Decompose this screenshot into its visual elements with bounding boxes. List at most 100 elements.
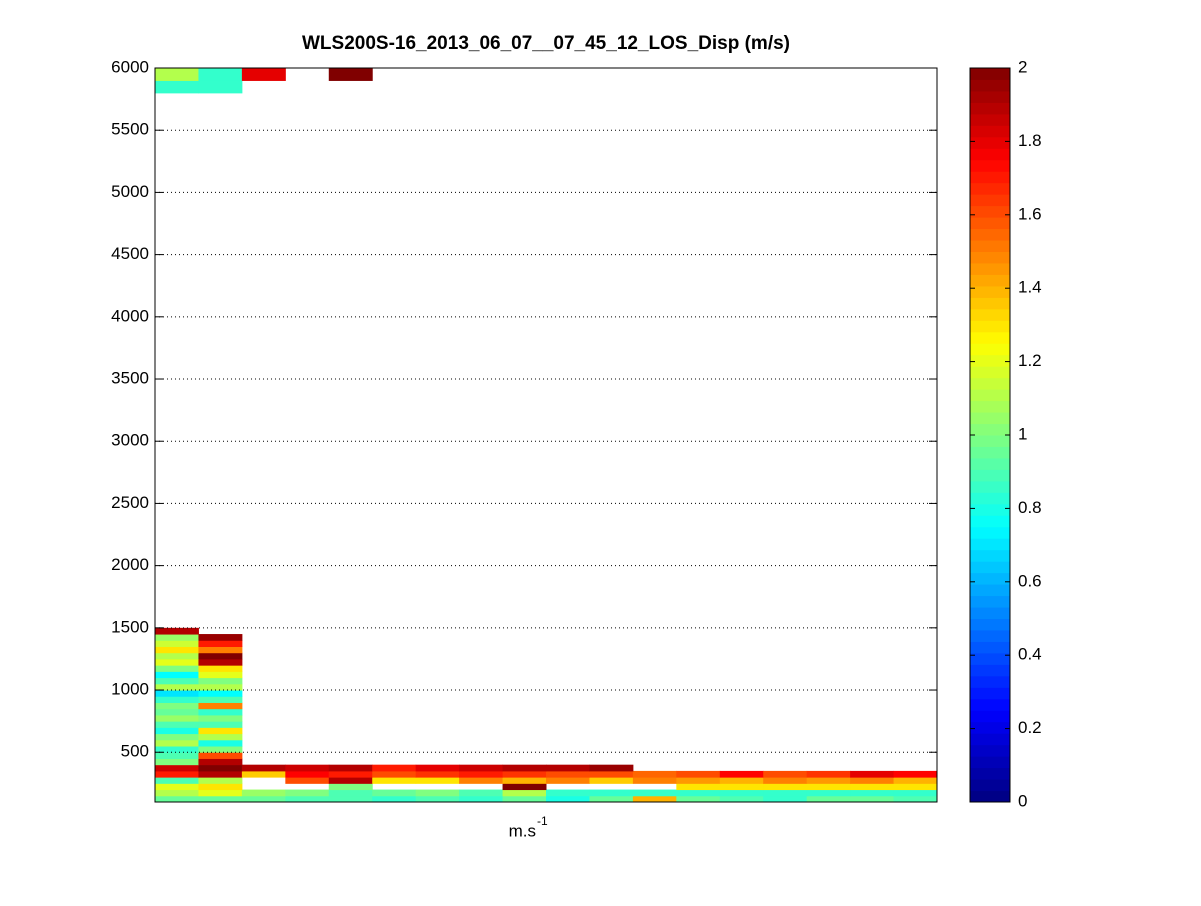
colorbar-swatch [970,217,1010,230]
cell [155,665,199,672]
cell [155,68,199,81]
cell [415,777,460,784]
cell [502,789,547,797]
cell [502,764,547,772]
cell [155,683,199,691]
colorbar-swatch [970,515,1010,528]
cell [155,789,199,797]
colorbar-swatch [970,446,1010,459]
cell [155,646,199,654]
cell [155,721,199,728]
colorbar-swatch [970,366,1010,379]
colorbar-swatch [970,113,1010,126]
cell [806,770,851,778]
colorbar-swatch [970,549,1010,562]
colorbar-swatch [970,251,1010,264]
colorbar-swatch [970,148,1010,161]
cell [850,795,895,803]
cell [328,795,373,803]
colorbar-swatch [970,503,1010,516]
cell [198,683,243,691]
cell [155,640,199,647]
cell [155,690,199,697]
colorbar-swatch [970,698,1010,711]
cell [372,789,417,797]
y-tick-label: 3500 [111,369,149,388]
colorbar-swatch [970,125,1010,138]
cell [546,789,590,797]
cell [285,777,330,784]
cell [328,789,373,797]
colorbar-swatch [970,412,1010,425]
cell [372,795,417,803]
colorbar-swatch [970,664,1010,677]
colorbar-swatch [970,331,1010,344]
cell [155,733,199,741]
cell [285,789,330,797]
colorbar-swatch [970,721,1010,734]
plot-frame [154,67,938,803]
colorbar-tick-label: 1.2 [1018,351,1042,370]
colorbar-tick-label: 0.2 [1018,718,1042,737]
cell [198,752,243,759]
colorbar-swatch [970,457,1010,470]
x-axis-label: m.s [509,821,536,840]
cell [589,764,634,772]
cell [546,770,590,778]
cell [198,677,243,685]
cell [502,770,547,778]
cell [893,777,938,784]
cell [676,789,721,797]
cell [198,708,243,716]
cell [198,746,243,753]
cell [459,789,504,797]
cell [415,764,460,772]
cell [198,733,243,741]
cell [502,783,547,791]
colorbar-swatch [970,171,1010,184]
cell [155,708,199,716]
cell [850,783,895,791]
colorbar-tick-label: 0 [1018,791,1027,810]
cell [893,795,938,803]
colorbar-swatch [970,480,1010,493]
cell [632,770,677,778]
y-tick-label: 5000 [111,182,149,201]
cell [676,795,721,803]
cell [198,696,243,703]
cells [155,68,938,803]
colorbar-swatch [970,710,1010,723]
cell [198,783,243,791]
cell [328,68,373,81]
colorbar-swatch [970,561,1010,574]
colorbar-swatch [970,400,1010,413]
colorbar-swatch [970,90,1010,103]
cell [198,764,243,772]
colorbar-swatch [970,767,1010,780]
cell [155,777,199,784]
cell [285,764,330,772]
cell [459,764,504,772]
cell [155,783,199,791]
cell [372,770,417,778]
cell [719,777,764,784]
y-tick-label: 1000 [111,680,149,699]
y-tick-label: 5500 [111,120,149,139]
cell [155,714,199,722]
colorbar-tick-label: 1 [1018,424,1027,443]
cell [589,789,634,797]
colorbar-swatch [970,182,1010,195]
cell [372,764,417,772]
cell [372,777,417,784]
cell [589,777,634,784]
colorbar-swatch [970,595,1010,608]
cell [763,783,808,791]
cell [198,795,243,803]
y-tick-label: 3000 [111,431,149,450]
colorbar-swatch [970,641,1010,654]
cell [806,777,851,784]
cell [198,690,243,697]
colorbar-swatch [970,538,1010,551]
colorbar-swatch [970,423,1010,436]
cell [198,770,243,778]
